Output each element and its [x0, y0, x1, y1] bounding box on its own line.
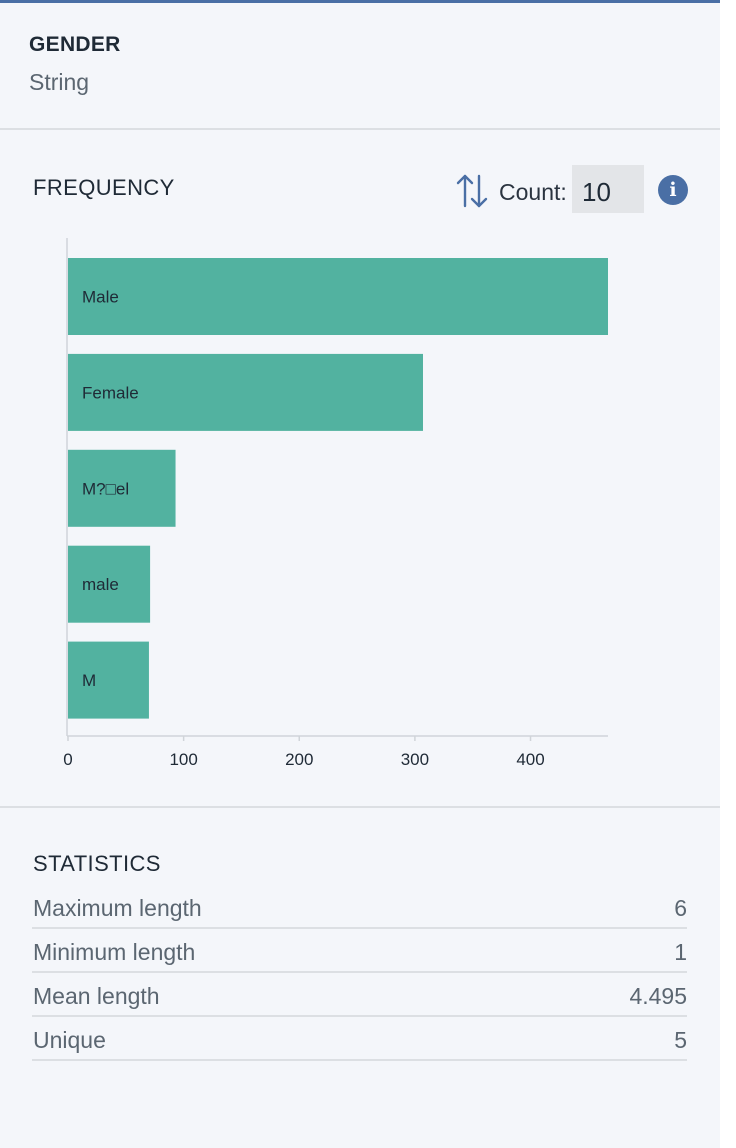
stat-value: 4.495 — [629, 983, 687, 1009]
stat-label: Unique — [33, 1027, 106, 1053]
stat-row-maximum-length: Maximum length 6 — [32, 885, 687, 929]
bar-2 — [68, 449, 176, 527]
stat-value: 1 — [674, 939, 687, 965]
stat-label: Mean length — [33, 983, 160, 1009]
bar-4 — [68, 641, 149, 719]
bar-label: male — [82, 575, 119, 594]
x-tick-label: 100 — [169, 750, 197, 768]
chart-divider — [0, 806, 720, 808]
bar-label: M?□el — [82, 479, 129, 498]
bar-label: Male — [82, 288, 119, 307]
bar-label: M — [82, 671, 96, 690]
column-type: String — [29, 69, 90, 95]
stat-row-mean-length: Mean length 4.495 — [32, 973, 687, 1017]
header-divider — [0, 128, 720, 130]
x-tick-label: 400 — [516, 750, 544, 768]
sort-icon[interactable] — [455, 173, 489, 209]
bar-0 — [68, 258, 608, 335]
x-tick-label: 0 — [63, 750, 72, 768]
x-tick-label: 200 — [285, 750, 313, 768]
stat-label: Maximum length — [33, 895, 202, 921]
stat-value: 6 — [674, 895, 687, 921]
count-label: Count: — [499, 179, 567, 205]
stat-label: Minimum length — [33, 939, 196, 965]
stat-row-unique: Unique 5 — [32, 1017, 687, 1061]
info-icon[interactable]: i — [658, 175, 688, 205]
stat-row-minimum-length: Minimum length 1 — [32, 929, 687, 973]
count-value: 10 — [582, 177, 611, 207]
scroll-gutter — [720, 0, 736, 1148]
bar-3 — [68, 545, 151, 623]
x-tick-label: 300 — [401, 750, 429, 768]
bar-label: Female — [82, 383, 139, 402]
statistics-title: STATISTICS — [33, 851, 161, 876]
frequency-chart: Male Female M?□el male M 0 100 200 300 400 — [63, 238, 608, 768]
count-input[interactable]: 10 — [572, 165, 644, 213]
stat-value: 5 — [674, 1027, 687, 1053]
column-name: GENDER — [29, 33, 121, 56]
bar-1 — [68, 353, 423, 431]
frequency-title: FREQUENCY — [33, 175, 175, 200]
column-profile-panel: GENDER String FREQUENCY Count: 10 i Male… — [0, 0, 720, 1148]
